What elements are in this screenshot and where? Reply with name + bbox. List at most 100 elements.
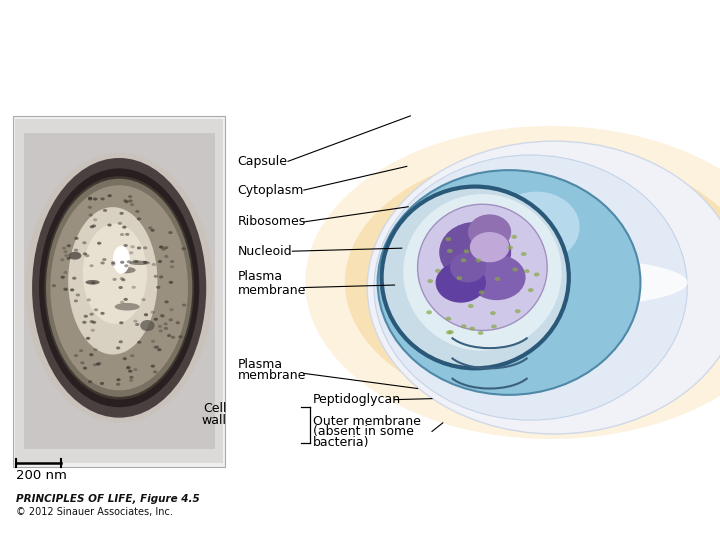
Circle shape bbox=[508, 246, 513, 249]
Circle shape bbox=[130, 245, 135, 248]
Circle shape bbox=[168, 318, 173, 321]
Circle shape bbox=[62, 247, 66, 249]
Circle shape bbox=[88, 206, 92, 209]
Text: Figure 4.5  A Prokaryotic Cell: Figure 4.5 A Prokaryotic Cell bbox=[7, 10, 246, 28]
Circle shape bbox=[158, 246, 163, 248]
Circle shape bbox=[84, 315, 88, 318]
Circle shape bbox=[168, 231, 173, 234]
Circle shape bbox=[73, 354, 78, 357]
Circle shape bbox=[534, 273, 539, 276]
Ellipse shape bbox=[468, 255, 526, 300]
Circle shape bbox=[125, 200, 129, 203]
Circle shape bbox=[132, 260, 137, 262]
Circle shape bbox=[141, 298, 145, 301]
Circle shape bbox=[428, 279, 433, 283]
Circle shape bbox=[150, 364, 155, 368]
Ellipse shape bbox=[392, 181, 709, 383]
Circle shape bbox=[96, 362, 100, 366]
Circle shape bbox=[79, 349, 84, 352]
Text: © 2012 Sinauer Associates, Inc.: © 2012 Sinauer Associates, Inc. bbox=[16, 507, 173, 517]
Circle shape bbox=[133, 320, 138, 323]
Circle shape bbox=[163, 327, 168, 330]
Ellipse shape bbox=[439, 222, 511, 282]
Circle shape bbox=[129, 379, 133, 382]
Circle shape bbox=[135, 323, 140, 326]
Ellipse shape bbox=[493, 192, 580, 262]
Circle shape bbox=[63, 250, 68, 253]
Circle shape bbox=[121, 278, 125, 281]
Circle shape bbox=[528, 288, 534, 292]
Circle shape bbox=[130, 203, 134, 206]
Text: membrane: membrane bbox=[238, 369, 306, 382]
Circle shape bbox=[86, 299, 91, 301]
Ellipse shape bbox=[345, 151, 720, 414]
Ellipse shape bbox=[44, 176, 194, 400]
Circle shape bbox=[475, 259, 481, 262]
Circle shape bbox=[82, 321, 86, 324]
Circle shape bbox=[63, 287, 67, 291]
Circle shape bbox=[52, 284, 56, 287]
Circle shape bbox=[94, 348, 98, 351]
Circle shape bbox=[170, 265, 174, 268]
Circle shape bbox=[182, 303, 186, 307]
Circle shape bbox=[161, 315, 165, 318]
Text: PRINCIPLES OF LIFE, Figure 4.5: PRINCIPLES OF LIFE, Figure 4.5 bbox=[16, 494, 199, 503]
Ellipse shape bbox=[414, 257, 688, 308]
Circle shape bbox=[153, 318, 158, 321]
Circle shape bbox=[94, 308, 98, 312]
Circle shape bbox=[66, 257, 71, 260]
Circle shape bbox=[126, 366, 130, 369]
Circle shape bbox=[130, 354, 135, 357]
Circle shape bbox=[89, 353, 94, 356]
Circle shape bbox=[468, 304, 474, 308]
Circle shape bbox=[495, 277, 500, 281]
Circle shape bbox=[478, 331, 484, 335]
Ellipse shape bbox=[377, 170, 641, 395]
Circle shape bbox=[74, 248, 78, 252]
Circle shape bbox=[143, 246, 148, 249]
Circle shape bbox=[88, 197, 92, 200]
Circle shape bbox=[90, 225, 94, 228]
Circle shape bbox=[461, 325, 467, 328]
Circle shape bbox=[117, 222, 122, 225]
Circle shape bbox=[100, 197, 104, 200]
Ellipse shape bbox=[113, 246, 130, 274]
Circle shape bbox=[123, 199, 127, 202]
Ellipse shape bbox=[469, 232, 510, 262]
Circle shape bbox=[435, 269, 441, 273]
Circle shape bbox=[100, 261, 104, 265]
Ellipse shape bbox=[50, 185, 188, 390]
Circle shape bbox=[119, 286, 123, 289]
Circle shape bbox=[448, 330, 454, 334]
Circle shape bbox=[60, 276, 65, 279]
Circle shape bbox=[86, 337, 90, 340]
Circle shape bbox=[150, 229, 155, 232]
Circle shape bbox=[153, 275, 158, 278]
Text: Nucleoid: Nucleoid bbox=[238, 245, 292, 258]
Circle shape bbox=[447, 249, 453, 253]
Circle shape bbox=[88, 380, 92, 383]
Circle shape bbox=[137, 246, 141, 249]
Circle shape bbox=[164, 255, 168, 258]
Circle shape bbox=[129, 251, 133, 254]
Circle shape bbox=[132, 286, 136, 289]
Ellipse shape bbox=[25, 153, 213, 423]
Circle shape bbox=[160, 246, 164, 248]
Circle shape bbox=[120, 212, 124, 215]
Circle shape bbox=[446, 330, 452, 334]
Circle shape bbox=[76, 293, 80, 296]
Circle shape bbox=[64, 254, 68, 257]
Text: Cell: Cell bbox=[203, 402, 227, 415]
Circle shape bbox=[163, 322, 168, 326]
Text: 200 nm: 200 nm bbox=[16, 469, 67, 482]
Text: (absent in some: (absent in some bbox=[313, 425, 414, 438]
Circle shape bbox=[137, 218, 141, 220]
Ellipse shape bbox=[46, 179, 192, 397]
Circle shape bbox=[129, 376, 133, 379]
Circle shape bbox=[88, 198, 92, 200]
Circle shape bbox=[159, 275, 163, 279]
Circle shape bbox=[80, 361, 84, 365]
Circle shape bbox=[93, 198, 97, 200]
Circle shape bbox=[72, 276, 76, 280]
Bar bbox=[24, 133, 215, 449]
